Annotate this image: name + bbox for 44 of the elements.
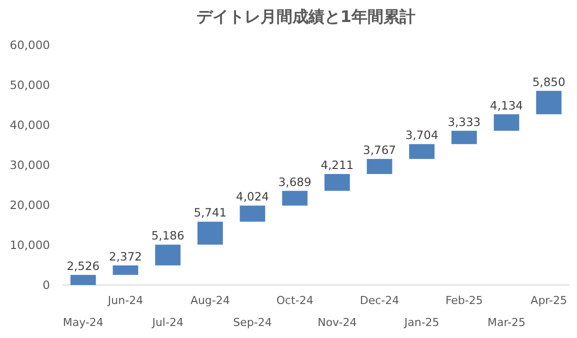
bar [70, 274, 96, 285]
x-tick-label: Apr-25 [530, 294, 567, 307]
x-tick-label: Sep-24 [233, 316, 272, 329]
x-tick-label: Jun-24 [106, 294, 144, 307]
x-tick-label: Mar-25 [487, 316, 526, 329]
y-tick-label: 20,000 [10, 198, 50, 212]
bar [536, 90, 562, 114]
data-label: 4,024 [236, 190, 269, 204]
data-label: 2,372 [109, 249, 142, 264]
x-tick-label: Feb-25 [445, 294, 483, 307]
data-label: 5,741 [194, 206, 227, 220]
data-label: 3,767 [363, 142, 396, 157]
y-tick-label: 30,000 [10, 158, 50, 172]
chart-title: デイトレ月間成績と1年間累計 [196, 7, 416, 26]
x-tick-label: Oct-24 [276, 294, 314, 307]
bar [324, 174, 350, 191]
bar [451, 130, 477, 144]
y-tick-label: 0 [42, 278, 50, 292]
x-tick-label: Aug-24 [190, 294, 230, 307]
y-tick-label: 40,000 [10, 118, 50, 132]
data-label: 4,211 [320, 158, 354, 172]
bar [155, 244, 181, 266]
x-tick-label: Jul-24 [151, 316, 184, 329]
data-label: 3,704 [405, 128, 438, 142]
x-tick-label: Nov-24 [318, 316, 357, 329]
bar [282, 190, 308, 206]
data-label: 5,186 [151, 228, 184, 243]
data-label: 3,689 [278, 174, 312, 189]
y-tick-label: 60,000 [10, 38, 50, 52]
bar [494, 114, 520, 131]
bar [409, 144, 435, 159]
bar [366, 158, 392, 174]
data-label: 3,333 [448, 114, 481, 129]
x-tick-label: Jan-25 [403, 316, 440, 329]
y-tick-label: 50,000 [10, 78, 50, 92]
bar [240, 206, 266, 222]
bar [112, 265, 138, 275]
x-tick-label: Dec-24 [360, 294, 400, 307]
bar [197, 222, 223, 245]
data-label: 5,850 [532, 74, 566, 89]
x-tick-label: May-24 [62, 316, 104, 329]
data-label: 2,526 [66, 258, 100, 273]
y-tick-label: 10,000 [10, 238, 50, 252]
data-label: 4,134 [490, 98, 523, 112]
